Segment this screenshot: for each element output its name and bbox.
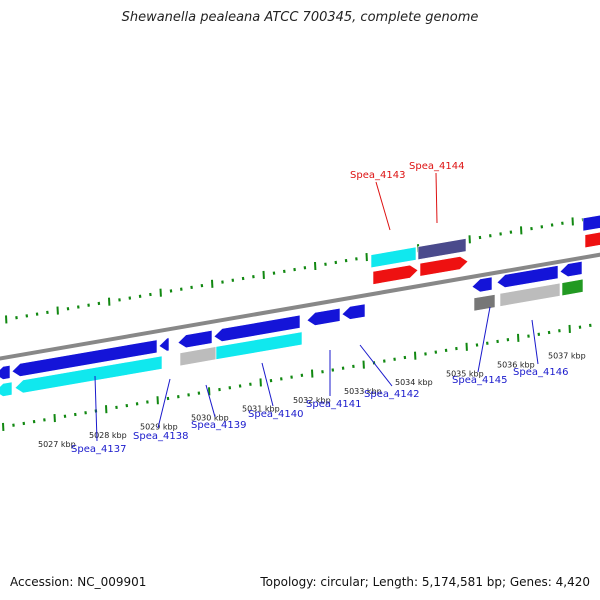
kbp-label: 5035 kbp [446, 369, 484, 378]
gene-label-connector [375, 181, 391, 231]
gene-label: Spea_4137 [71, 444, 126, 455]
gene-label-connector [205, 384, 216, 418]
gene-feature [370, 246, 417, 269]
kbp-label: 5030 kbp [191, 413, 229, 422]
gene-feature [306, 307, 341, 326]
gene-feature [11, 339, 158, 377]
kbp-label: 5034 kbp [395, 378, 433, 387]
gene-label-connector [477, 306, 491, 373]
gene-label: Spea_4141 [306, 399, 361, 410]
gene-feature [372, 264, 419, 285]
gene-label: Spea_4139 [191, 420, 246, 431]
gene-feature [582, 214, 600, 232]
gene-label-connector [261, 362, 274, 407]
gene-label-connector [359, 344, 393, 387]
topology-summary: Topology: circular; Length: 5,174,581 bp… [260, 575, 590, 589]
gene-label: Spea_4144 [409, 161, 464, 172]
gene-feature [471, 276, 493, 293]
gene-feature [0, 381, 13, 397]
gene-label: Spea_4146 [513, 367, 568, 378]
gene-feature [561, 278, 584, 297]
kbp-label: 5029 kbp [140, 422, 178, 431]
gene-label: Spea_4143 [350, 170, 405, 181]
gene-feature [215, 331, 303, 360]
gene-feature [341, 303, 366, 320]
gene-feature [14, 355, 163, 394]
gene-label-connector [157, 378, 171, 429]
gene-feature [473, 294, 496, 312]
gene-feature [0, 364, 11, 380]
gene-features [0, 214, 600, 397]
kbp-label: 5036 kbp [497, 361, 535, 370]
gene-labels: Spea_4137Spea_4138Spea_4139Spea_4140Spea… [71, 161, 568, 455]
gene-label-connector [94, 375, 98, 442]
gene-label: Spea_4138 [133, 431, 188, 442]
gene-feature [158, 337, 170, 352]
kbp-label: 5032 kbp [293, 396, 331, 405]
backbone-line [0, 252, 600, 361]
gene-feature [584, 231, 600, 249]
kbp-label: 5037 kbp [548, 352, 586, 361]
kbp-labels: 5027 kbp 5028 kbp 5029 kbp 5030 kbp 5031 kbp… [38, 352, 586, 449]
gene-feature [499, 282, 561, 307]
kbp-label: 5028 kbp [89, 431, 127, 440]
gene-feature [419, 256, 469, 277]
gene-label: Spea_4145 [452, 375, 507, 386]
gene-feature [559, 260, 583, 278]
gene-label: Spea_4142 [364, 389, 419, 400]
gene-feature [177, 329, 213, 349]
gene-label: Spea_4140 [248, 409, 303, 420]
gene-feature [496, 265, 559, 288]
kbp-label: 5027 kbp [38, 440, 76, 449]
gene-label-connector [435, 172, 438, 224]
gene-feature [179, 346, 217, 367]
map-title: Shewanella pealeana ATCC 700345, complet… [121, 10, 479, 25]
accession-label: Accession: NC_009901 [10, 575, 147, 589]
kbp-label: 5033 kbp [344, 387, 382, 396]
kbp-label: 5031 kbp [242, 405, 280, 414]
gene-feature [417, 238, 467, 261]
gene-label-connector [531, 319, 539, 365]
gene-feature [213, 314, 301, 342]
